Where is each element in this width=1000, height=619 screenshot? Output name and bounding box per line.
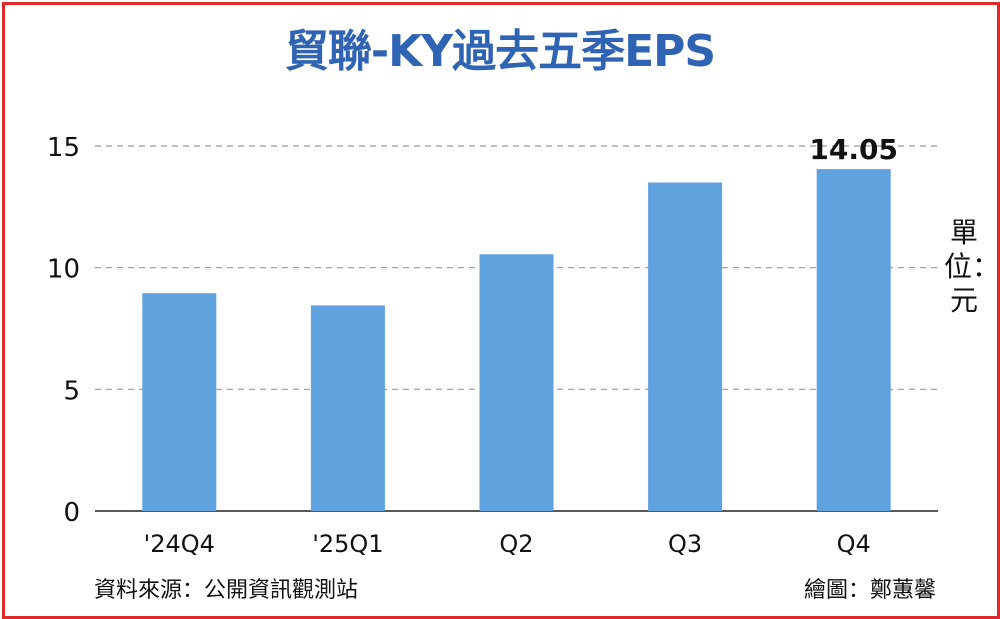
source-note: 資料來源：公開資訊觀測站 bbox=[94, 578, 359, 603]
y-tick-label-15: 15 bbox=[47, 133, 80, 163]
x-tick-label-0: '24Q4 bbox=[144, 530, 215, 558]
bar-3 bbox=[648, 182, 723, 511]
x-tick-label-4: Q4 bbox=[837, 530, 871, 558]
bar-1 bbox=[310, 305, 385, 511]
x-tick-label-1: '25Q1 bbox=[312, 530, 383, 558]
bar-2 bbox=[479, 254, 554, 512]
data-label-last: 14.05 bbox=[809, 133, 898, 166]
y-tick-label-5: 5 bbox=[63, 376, 80, 406]
y-tick-label-10: 10 bbox=[47, 255, 80, 285]
credit-note: 繪圖：鄭蕙馨 bbox=[803, 578, 936, 603]
chart-title: 貿聯-KY過去五季EPS bbox=[284, 26, 716, 77]
bar-0 bbox=[142, 293, 217, 511]
bar-4 bbox=[816, 169, 891, 511]
y-axis-unit-label: 單位：元 bbox=[944, 216, 1000, 317]
x-tick-label-2: Q2 bbox=[499, 530, 533, 558]
y-tick-label-0: 0 bbox=[63, 498, 80, 528]
x-tick-label-3: Q3 bbox=[668, 530, 702, 558]
